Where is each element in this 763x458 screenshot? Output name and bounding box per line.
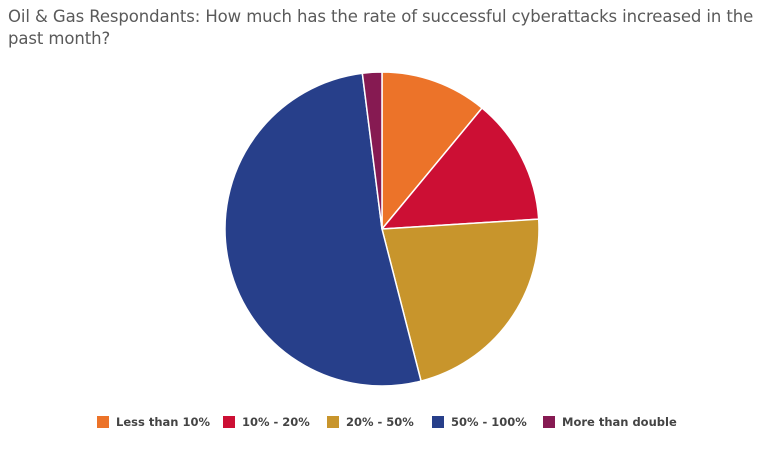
legend-swatch — [97, 416, 109, 428]
legend-swatch — [432, 416, 444, 428]
legend-label: Less than 10% — [116, 415, 210, 429]
pie-slice-10-20 — [381, 107, 540, 230]
legend-item-more-than-double: More than double — [543, 412, 677, 432]
legend: Less than 10% 10% - 20% 20% - 50% 50% - … — [0, 412, 763, 432]
legend-label: 50% - 100% — [451, 415, 527, 429]
legend-label: 10% - 20% — [242, 415, 310, 429]
legend-label: 20% - 50% — [346, 415, 414, 429]
legend-swatch — [223, 416, 235, 428]
legend-item-50-100: 50% - 100% — [432, 412, 527, 432]
legend-item-20-50: 20% - 50% — [327, 412, 414, 432]
pie-slice-20-50 — [381, 218, 540, 382]
legend-swatch — [327, 416, 339, 428]
legend-swatch — [543, 416, 555, 428]
pie-slice-less-than-10 — [381, 71, 483, 230]
pie-slice-more-than-double — [361, 71, 383, 230]
legend-item-less-than-10: Less than 10% — [97, 412, 210, 432]
legend-item-10-20: 10% - 20% — [223, 412, 310, 432]
legend-label: More than double — [562, 415, 677, 429]
chart-title: Oil & Gas Respondants: How much has the … — [8, 7, 754, 48]
